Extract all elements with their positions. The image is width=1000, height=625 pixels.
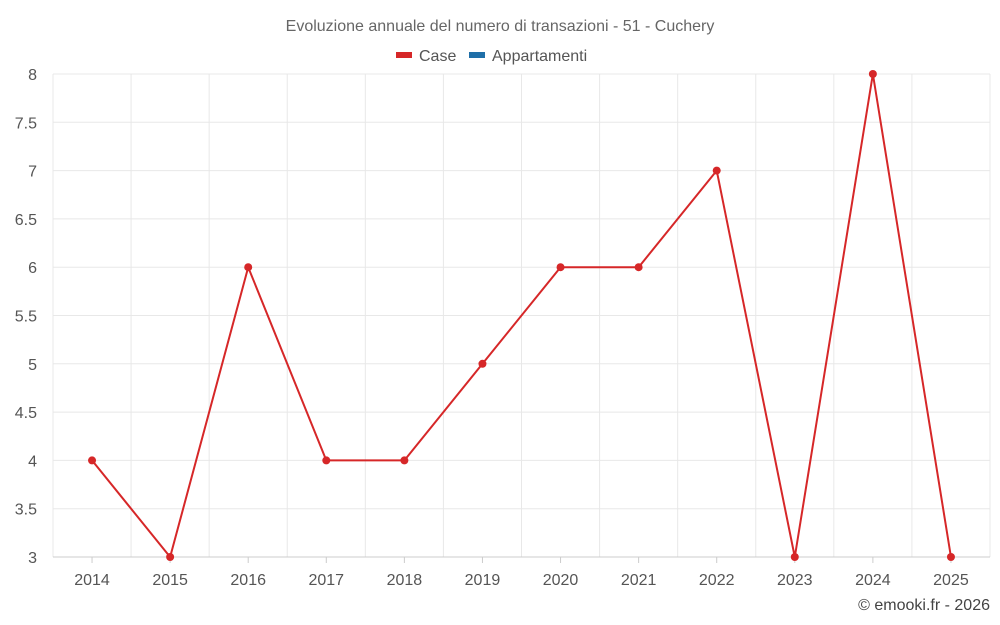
data-point-case[interactable]: [322, 456, 331, 465]
series-line-case: [91, 73, 952, 558]
y-tick-label: 3.5: [15, 502, 37, 519]
data-point-case[interactable]: [712, 166, 721, 175]
legend-item-case[interactable]: Case: [396, 48, 456, 65]
series-case: [88, 70, 955, 561]
legend: Case Appartamenti: [396, 48, 587, 65]
y-tick-label: 5: [28, 357, 37, 374]
x-tick-label: 2025: [933, 572, 969, 589]
x-tick-label: 2016: [230, 572, 266, 589]
x-tick-label: 2018: [387, 572, 423, 589]
x-axis: 2014 2015 2016 2017 2018 2019 2020 2021 2022 2023…: [53, 556, 990, 589]
data-point-case[interactable]: [790, 553, 799, 561]
data-point-case[interactable]: [478, 359, 487, 368]
y-tick-label: 4: [28, 453, 37, 470]
x-tick-label: 2021: [621, 572, 657, 589]
legend-item-appartamenti[interactable]: Appartamenti: [469, 48, 587, 65]
legend-label-appartamenti: Appartamenti: [492, 48, 587, 65]
data-point-case[interactable]: [868, 70, 877, 78]
x-tick-label: 2015: [152, 572, 188, 589]
chart-title: Evoluzione annuale del numero di transaz…: [286, 18, 715, 35]
y-tick-label: 8: [28, 67, 37, 84]
y-tick-label: 7.5: [15, 115, 37, 132]
x-tick-label: 2017: [308, 572, 344, 589]
y-axis: 3 3.5 4 4.5 5 5.5 6 6.5 7 7.5 8: [15, 67, 37, 567]
legend-swatch-case: [396, 52, 412, 58]
x-tick-label: 2020: [543, 572, 579, 589]
y-tick-label: 6: [28, 260, 37, 277]
data-point-case[interactable]: [244, 263, 253, 272]
x-tick-label: 2022: [699, 572, 735, 589]
y-tick-label: 3: [28, 550, 37, 567]
legend-label-case: Case: [419, 48, 456, 65]
data-point-case[interactable]: [88, 456, 97, 465]
legend-swatch-appartamenti: [469, 52, 485, 58]
x-tick-label: 2024: [855, 572, 891, 589]
data-point-case[interactable]: [946, 553, 955, 561]
y-tick-label: 7: [28, 164, 37, 181]
data-point-case[interactable]: [556, 263, 565, 272]
data-point-case[interactable]: [634, 263, 643, 272]
y-tick-label: 4.5: [15, 405, 37, 422]
x-tick-label: 2014: [74, 572, 110, 589]
y-tick-label: 5.5: [15, 309, 37, 326]
x-tick-label: 2019: [465, 572, 501, 589]
y-tick-label: 6.5: [15, 212, 37, 229]
data-point-case[interactable]: [400, 456, 409, 465]
x-tick-label: 2023: [777, 572, 813, 589]
data-point-case[interactable]: [166, 553, 175, 561]
credit-text: © emooki.fr - 2026: [858, 597, 990, 614]
